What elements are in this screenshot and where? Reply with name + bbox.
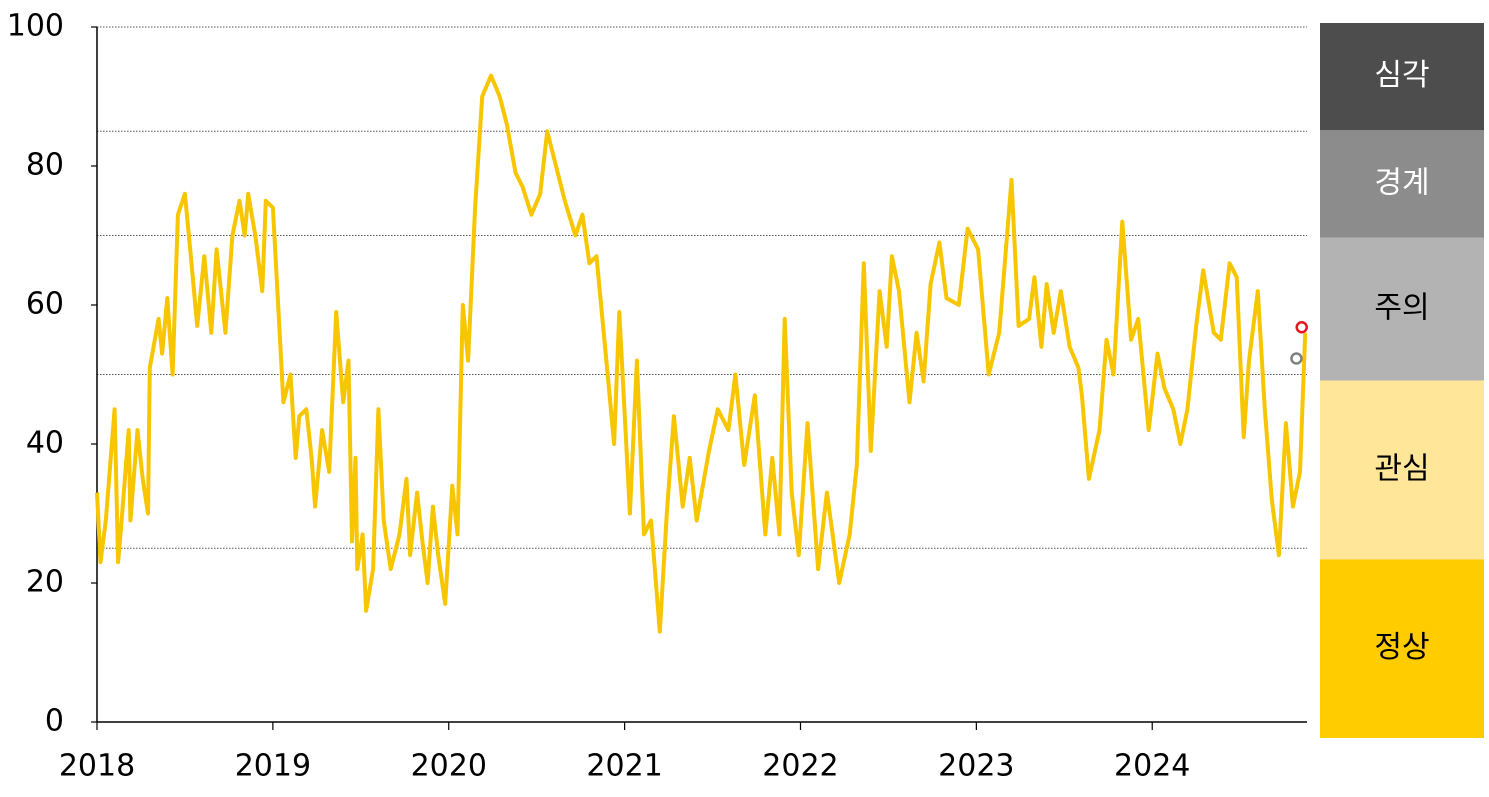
x-tick-label: 2018 xyxy=(59,749,135,784)
x-tick-label: 2019 xyxy=(235,749,311,784)
level-box xyxy=(1320,559,1484,738)
end-marker xyxy=(1290,352,1303,365)
level-label: 주의 xyxy=(1374,291,1429,326)
level-label: 정상 xyxy=(1374,630,1429,665)
y-tick-label: 0 xyxy=(45,704,64,739)
level-label: 관심 xyxy=(1374,451,1429,486)
y-tick-label: 100 xyxy=(7,9,64,44)
level-box xyxy=(1320,237,1484,381)
x-tick-label: 2024 xyxy=(1114,749,1190,784)
level-box xyxy=(1320,23,1484,131)
x-tick-label: 2020 xyxy=(411,749,487,784)
y-tick-label: 80 xyxy=(26,148,64,183)
end-marker xyxy=(1295,320,1308,334)
y-tick-label: 60 xyxy=(26,287,64,322)
level-box xyxy=(1320,380,1484,560)
y-tick-label: 40 xyxy=(26,426,64,461)
level-box xyxy=(1320,130,1484,238)
x-tick-label: 2021 xyxy=(586,749,662,784)
level-label: 경계 xyxy=(1374,165,1429,200)
y-tick-label: 20 xyxy=(26,565,64,600)
level-label: 심각 xyxy=(1374,58,1429,93)
x-tick-label: 2023 xyxy=(938,749,1014,784)
x-tick-label: 2022 xyxy=(762,749,838,784)
data-line xyxy=(95,73,1308,634)
